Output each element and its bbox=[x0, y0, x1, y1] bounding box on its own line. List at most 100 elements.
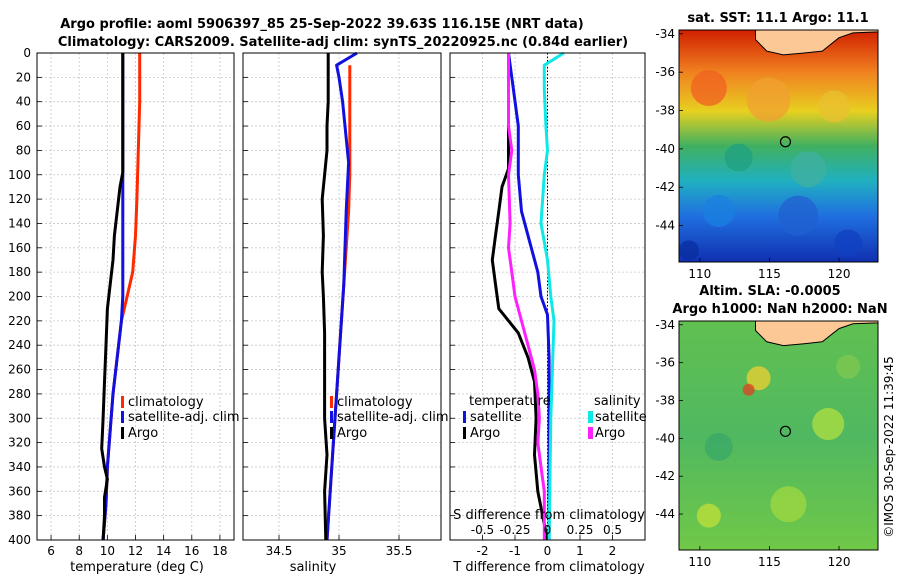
legend-header-salinity: salinity bbox=[594, 394, 641, 409]
field-patch bbox=[690, 70, 727, 106]
x-tick-label: 16 bbox=[184, 544, 199, 558]
y-tick-label: -40 bbox=[655, 431, 675, 445]
y-tick-label: 260 bbox=[8, 363, 31, 377]
y-tick-label: -40 bbox=[655, 142, 675, 156]
series-line-salinity-argo bbox=[507, 53, 546, 540]
field-patch bbox=[836, 354, 861, 379]
y-tick-label: 180 bbox=[8, 265, 31, 279]
y-tick-label: -34 bbox=[655, 318, 675, 332]
y-tick-label: 400 bbox=[8, 533, 31, 547]
legend-swatch-argo bbox=[330, 427, 333, 439]
argo-position-marker bbox=[779, 136, 792, 148]
x2-tick-label: 0 bbox=[544, 523, 552, 537]
x2-tick-label: -0.5 bbox=[471, 523, 494, 537]
map-frame bbox=[678, 29, 879, 263]
y-tick-label: -38 bbox=[655, 104, 675, 118]
y-tick-label: 220 bbox=[8, 314, 31, 328]
figure-title-line2: Climatology: CARS2009. Satellite-adj cli… bbox=[58, 35, 628, 50]
salinity-xlabel: salinity bbox=[290, 560, 337, 575]
sla-map-title-line2: Argo h1000: NaN h2000: NaN bbox=[672, 302, 887, 317]
x-tick-label: -1 bbox=[509, 544, 521, 558]
y-tick-label: 280 bbox=[8, 387, 31, 401]
legend-label-t-satellite: satellite bbox=[470, 410, 522, 425]
y-tick-label: 300 bbox=[8, 411, 31, 425]
y-tick-label: -36 bbox=[655, 65, 675, 79]
y-tick-label: -42 bbox=[655, 469, 675, 483]
legend-swatch-argo bbox=[121, 427, 124, 439]
legend-label-satellite: satellite-adj. clim bbox=[128, 410, 240, 425]
x-tick-label: 34.5 bbox=[266, 544, 293, 558]
y-tick-label: 140 bbox=[8, 216, 31, 230]
legend-swatch-satellite bbox=[330, 411, 333, 423]
y-tick-label: 200 bbox=[8, 290, 31, 304]
difference-axes: -2 -1 0 1 2 -0.5 -0.25 0 0.25 0.5 bbox=[449, 51, 646, 558]
y-tick-label: 100 bbox=[8, 168, 31, 182]
map-frame bbox=[678, 320, 879, 551]
legend-label-climatology: climatology bbox=[128, 395, 204, 410]
x2-tick-label: -0.25 bbox=[499, 523, 530, 537]
x-tick-label: 0 bbox=[544, 544, 552, 558]
y-tick-label: 0 bbox=[23, 46, 31, 60]
field-patch bbox=[724, 143, 753, 172]
legend-swatch-s-argo bbox=[588, 427, 593, 439]
temperature-legend: climatology satellite-adj. clim Argo bbox=[121, 395, 240, 441]
legend-label-s-argo: Argo bbox=[595, 426, 625, 441]
legend-swatch-t-satellite bbox=[463, 411, 466, 423]
legend-header-temperature: temperature bbox=[469, 394, 551, 409]
argo-position-marker bbox=[779, 425, 792, 437]
field-patch bbox=[696, 503, 721, 528]
series-line-argo bbox=[100, 53, 125, 541]
temperature-axes: 6 8 10 12 14 16 180204060801001201401601802002… bbox=[8, 46, 235, 558]
figure-title-line1: Argo profile: aoml 5906397_85 25-Sep-202… bbox=[60, 17, 584, 32]
series-line-temperature-satellite bbox=[507, 52, 551, 540]
legend-swatch-climatology bbox=[121, 396, 124, 408]
field-patch bbox=[702, 194, 735, 227]
sst-field bbox=[679, 30, 878, 262]
y-tick-label: -42 bbox=[655, 180, 675, 194]
x-tick-label: 12 bbox=[128, 544, 143, 558]
series-line-salinity-satellite bbox=[539, 51, 565, 541]
y-tick-label: 380 bbox=[8, 509, 31, 523]
salinity-legend: climatology satellite-adj. clim Argo bbox=[330, 395, 449, 441]
legend-label-s-satellite: satellite bbox=[595, 410, 647, 425]
legend-swatch-climatology bbox=[330, 396, 333, 408]
series-line-satellite-adj-clim bbox=[325, 51, 358, 541]
y-tick-label: -34 bbox=[655, 27, 675, 41]
x-tick-label: 35 bbox=[331, 544, 346, 558]
temperature-xlabel: temperature (deg C) bbox=[70, 560, 204, 575]
y-tick-label: 80 bbox=[16, 143, 31, 157]
y-tick-label: 120 bbox=[8, 192, 31, 206]
legend-swatch-t-argo bbox=[463, 427, 466, 439]
axes-frame bbox=[449, 52, 646, 541]
field-patch bbox=[746, 366, 771, 391]
axes-frame bbox=[36, 52, 235, 541]
y-tick-label: 340 bbox=[8, 460, 31, 474]
y-tick-label: -44 bbox=[655, 507, 675, 521]
y-tick-label: 40 bbox=[16, 95, 31, 109]
field-patch bbox=[818, 90, 851, 123]
s-difference-xlabel: S difference from climatology bbox=[453, 508, 645, 523]
legend-label-argo: Argo bbox=[128, 426, 158, 441]
legend-label-t-argo: Argo bbox=[470, 426, 500, 441]
t-difference-xlabel: T difference from climatology bbox=[452, 560, 645, 575]
y-tick-label: -36 bbox=[655, 356, 675, 370]
x-tick-label: 110 bbox=[688, 555, 711, 569]
x-tick-label: 115 bbox=[758, 555, 781, 569]
imos-watermark: ©IMOS 30-Sep-2022 11:39:45 bbox=[882, 356, 896, 538]
salinity-axes: 34.5 35 35.5 bbox=[242, 51, 442, 558]
field-patch bbox=[746, 77, 791, 122]
x-tick-label: -2 bbox=[477, 544, 489, 558]
field-patch bbox=[790, 151, 827, 188]
legend-label-argo: Argo bbox=[337, 426, 367, 441]
y-tick-label: 240 bbox=[8, 338, 31, 352]
x-tick-label: 10 bbox=[100, 544, 115, 558]
x2-tick-label: 0.25 bbox=[567, 523, 594, 537]
x-tick-label: 2 bbox=[609, 544, 617, 558]
y-tick-label: 20 bbox=[16, 70, 31, 84]
field-patch bbox=[778, 195, 819, 236]
field-patch bbox=[742, 383, 755, 396]
field-patch bbox=[770, 486, 807, 523]
field-patch bbox=[678, 240, 699, 261]
x-tick-label: 110 bbox=[688, 267, 711, 281]
axes-frame bbox=[242, 52, 442, 541]
